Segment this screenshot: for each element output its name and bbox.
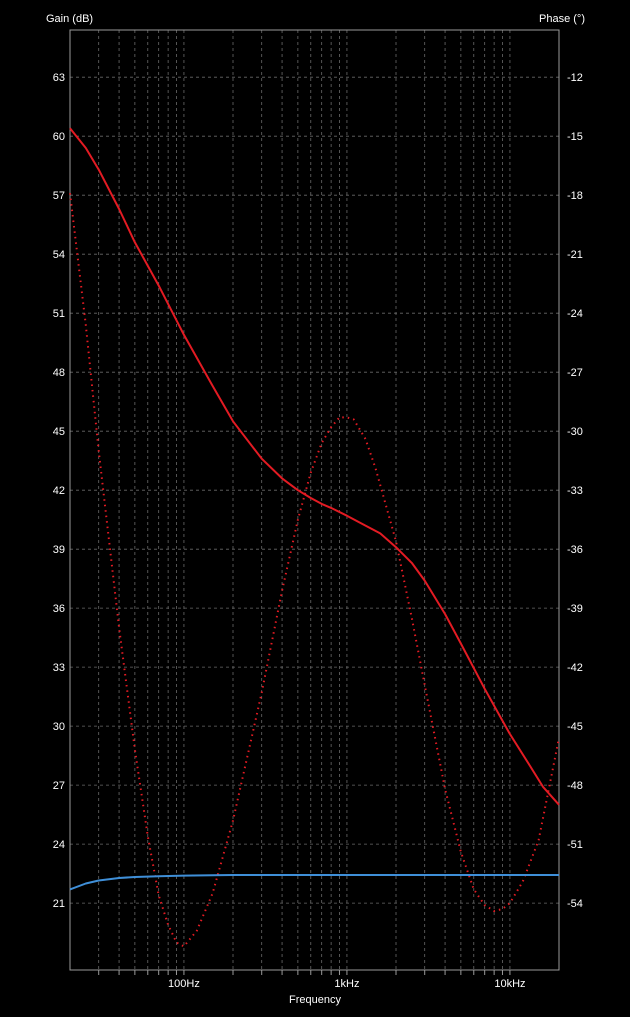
y-tick-label: 45 — [53, 426, 65, 438]
gain-series-line — [69, 127, 560, 806]
y-axis-right-title: Phase (°) — [539, 13, 585, 25]
y2-tick-label: -54 — [567, 898, 583, 910]
x-tick-label: 10kHz — [494, 978, 525, 990]
y-tick-label: 42 — [53, 485, 65, 497]
y2-tick-label: -42 — [567, 662, 583, 674]
x-tick-label: 1kHz — [334, 978, 359, 990]
grid — [70, 30, 559, 975]
y-tick-label: 21 — [53, 898, 65, 910]
plot-frame — [69, 29, 560, 971]
y2-tick-label: -21 — [567, 249, 583, 261]
y2-tick-label: -33 — [567, 485, 583, 497]
y2-tick-label: -18 — [567, 190, 583, 202]
y2-tick-label: -30 — [567, 426, 583, 438]
y-tick-label: 24 — [53, 839, 65, 851]
y2-tick-label: -36 — [567, 544, 583, 556]
y-tick-label: 48 — [53, 367, 65, 379]
y-axis-left-title: Gain (dB) — [46, 13, 94, 25]
y-tick-label: 36 — [53, 603, 65, 615]
y-tick-label: 57 — [53, 190, 65, 202]
y2-tick-label: -24 — [567, 308, 583, 320]
y2-tick-label: -15 — [567, 131, 583, 143]
y-tick-label: 63 — [53, 72, 65, 84]
y-tick-label: 39 — [53, 544, 65, 556]
y2-tick-label: -48 — [567, 780, 583, 792]
y2-tick-label: -51 — [567, 839, 583, 851]
y2-tick-label: -27 — [567, 367, 583, 379]
y2-tick-label: -39 — [567, 603, 583, 615]
y-tick-label: 33 — [53, 662, 65, 674]
tick-labels: 21 24 27 30 33 36 39 42 45 48 51 54 57 60 63 -54 -51 -48 -… — [53, 72, 583, 990]
x-axis-title: Frequency — [289, 994, 341, 1006]
reference-series-line — [69, 874, 559, 891]
y-tick-label: 51 — [53, 308, 65, 320]
series-group — [69, 127, 560, 948]
y-tick-label: 30 — [53, 721, 65, 733]
y-tick-label: 60 — [53, 131, 65, 143]
y2-tick-label: -45 — [567, 721, 583, 733]
y2-tick-label: -12 — [567, 72, 583, 84]
y-tick-label: 27 — [53, 780, 65, 792]
x-tick-label: 100Hz — [168, 978, 200, 990]
phase-series-line — [69, 193, 560, 948]
y-tick-label: 54 — [53, 249, 65, 261]
